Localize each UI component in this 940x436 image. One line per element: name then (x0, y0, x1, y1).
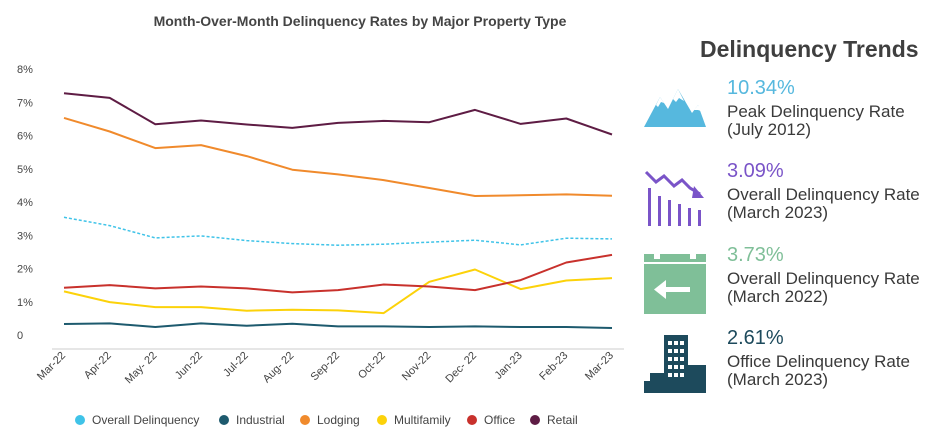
x-tick-label: Nov-22 (400, 350, 434, 384)
stat-overall-2023: 3.09% Overall Delinquency Rate (March 20… (630, 160, 940, 240)
panel-title: Delinquency Trends (700, 36, 919, 62)
series-lines (63, 92, 613, 329)
stat-label: Peak Delinquency Rate (July 2012) (727, 102, 905, 139)
series-line-industrial (63, 322, 613, 329)
y-tick-label: 7% (17, 97, 33, 109)
stat-label: Overall Delinquency Rate (March 2023) (727, 185, 920, 222)
line-chart: Month-Over-Month Delinquency Rates by Ma… (17, 13, 624, 427)
stat-value: 2.61% (727, 327, 784, 349)
series-line-retail (63, 92, 613, 136)
y-tick-label: 4% (17, 197, 33, 209)
legend-label: Overall Delinquency (92, 413, 199, 427)
stat-overall-2022: 3.73% Overall Delinquency Rate (March 20… (630, 244, 940, 324)
legend-label: Retail (547, 413, 578, 427)
series-line-lodging (63, 116, 613, 197)
mountain-peak-icon (644, 89, 706, 127)
series-line-multifamily (63, 268, 613, 315)
y-tick-label: 0 (17, 330, 23, 342)
x-axis: Mar-22 Apr-22 May- 22 Jun-22 Jul-22 Aug- 22 Se… (35, 348, 624, 387)
legend-marker (530, 415, 540, 425)
chart-title: Month-Over-Month Delinquency Rates by Ma… (154, 13, 567, 29)
x-tick-label: Oct-22 (356, 350, 388, 382)
y-tick-label: 8% (17, 64, 33, 76)
legend-label: Lodging (317, 413, 360, 427)
x-tick-label: Sep-22 (309, 350, 343, 384)
legend-marker (75, 415, 85, 425)
legend-marker (377, 415, 387, 425)
stat-value: 3.09% (727, 160, 784, 182)
stat-value: 10.34% (727, 77, 795, 99)
series-line-office (63, 253, 613, 294)
x-tick-label: Jun-22 (173, 350, 205, 382)
legend-label: Office (484, 413, 515, 427)
legend-marker (467, 415, 477, 425)
x-tick-label: Apr-22 (82, 350, 114, 382)
delinquency-trends-panel: Delinquency Trends 10.34% Peak Delinquen… (630, 0, 940, 436)
y-tick-label: 3% (17, 230, 33, 242)
legend-marker (219, 415, 229, 425)
calendar-back-arrow-icon (644, 254, 706, 314)
x-tick-label: Dec- 22 (443, 350, 479, 386)
stat-office-2023: 2.61% Office Delinquency Rate (March 202… (630, 327, 940, 407)
x-tick-label: Jan-23 (493, 350, 525, 382)
x-tick-label: May- 22 (123, 350, 160, 387)
x-tick-label: Aug- 22 (261, 350, 297, 386)
legend-marker (300, 415, 310, 425)
legend-label: Industrial (236, 413, 285, 427)
series-line-overall-delinquency (63, 216, 613, 246)
legend-label: Multifamily (394, 413, 451, 427)
stat-value: 3.73% (727, 244, 784, 266)
y-tick-label: 6% (17, 131, 33, 143)
legend: Overall Delinquency Industrial Lodging Mult… (75, 413, 578, 427)
stat-peak-rate: 10.34% Peak Delinquency Rate (July 2012) (630, 77, 940, 157)
declining-bars-icon (644, 170, 704, 226)
office-building-icon (644, 335, 706, 393)
x-tick-label: Mar-23 (583, 350, 616, 383)
y-tick-label: 1% (17, 297, 33, 309)
y-tick-label: 2% (17, 264, 33, 276)
stat-label: Overall Delinquency Rate (March 2022) (727, 269, 920, 306)
stat-label: Office Delinquency Rate (March 2023) (727, 352, 911, 389)
x-tick-label: Jul-22 (221, 350, 251, 380)
y-axis: 0 1% 2% 3% 4% 5% 6% 7% 8% (17, 64, 33, 342)
x-tick-label: Feb-23 (537, 350, 570, 383)
x-tick-label: Mar-22 (35, 350, 68, 383)
y-tick-label: 5% (17, 164, 33, 176)
